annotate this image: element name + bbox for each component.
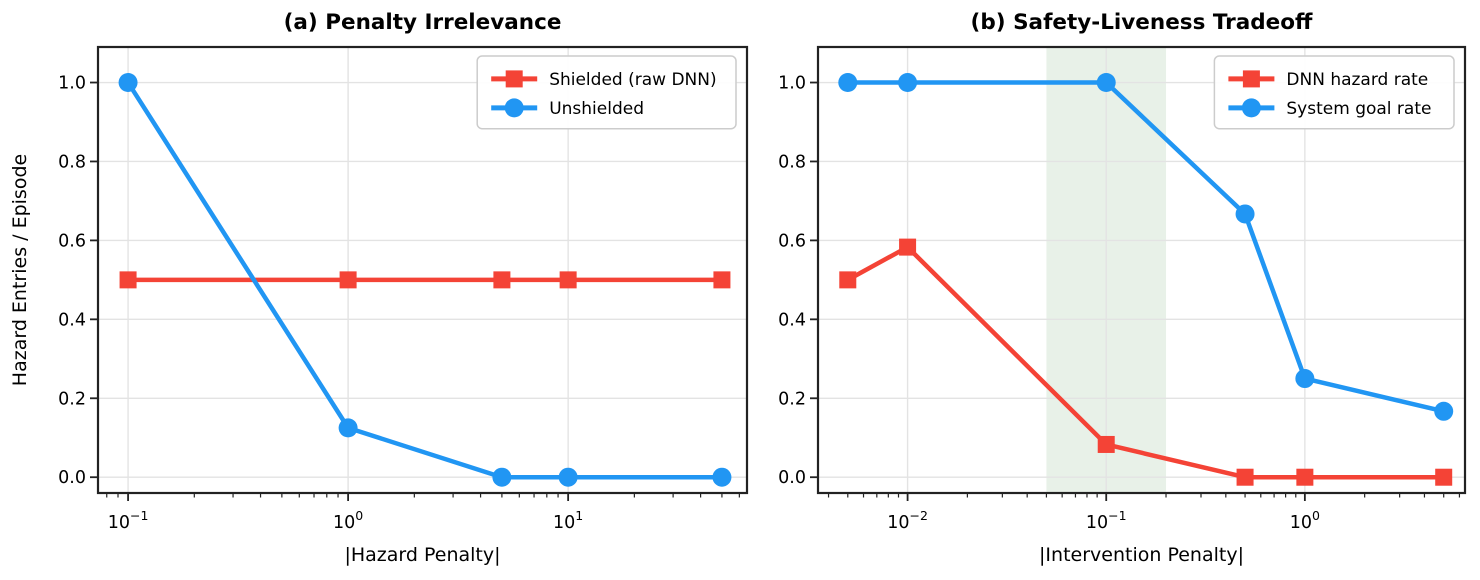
- y-tick-label: 0.0: [58, 468, 86, 488]
- y-tick-label: 1.0: [58, 74, 86, 94]
- x-tick-label: 10−2: [887, 508, 928, 533]
- series-markers-dnn-hazard-rate: [839, 238, 1453, 486]
- legend: DNN hazard rate System goal rate: [1213, 55, 1455, 130]
- data-point-marker: [838, 73, 858, 93]
- data-point-marker: [1097, 435, 1115, 453]
- legend: Shielded (raw DNN) Unshielded: [476, 55, 737, 130]
- legend-label: Shielded (raw DNN): [549, 70, 716, 90]
- data-point-marker: [898, 73, 918, 93]
- data-point-marker: [1434, 401, 1454, 421]
- y-tick-label: 0.8: [58, 152, 86, 172]
- legend-label: DNN hazard rate: [1286, 70, 1428, 90]
- legend-label: Unshielded: [549, 99, 644, 119]
- legend-marker: [1242, 70, 1260, 88]
- legend-box: [1213, 55, 1455, 130]
- data-point-marker: [558, 467, 578, 487]
- plot-frame: [816, 45, 1467, 495]
- x-axis-label: |Hazard Penalty|: [344, 544, 500, 566]
- data-point-marker: [712, 467, 732, 487]
- data-point-marker: [1295, 369, 1315, 389]
- data-point-marker: [119, 271, 137, 289]
- plot-frame: [96, 45, 749, 495]
- x-tick-label: 10−1: [108, 508, 149, 533]
- chart-penalty-irrelevance: 10−1 100 101 0.0 0.2 0.4 0.6 0.8 1.0 Shielded (ra…: [9, 10, 749, 566]
- chart-title: (b) Safety-Liveness Tradeoff: [971, 10, 1313, 35]
- chart-title: (a) Penalty Irrelevance: [284, 10, 562, 35]
- y-tick-label: 1.0: [778, 74, 806, 94]
- data-point-marker: [338, 418, 358, 438]
- y-tick-label: 0.6: [58, 231, 86, 251]
- series-markers-shielded-raw-dnn-: [119, 271, 731, 289]
- data-point-marker: [1236, 468, 1254, 486]
- data-point-marker: [118, 73, 138, 93]
- y-tick-label: 0.0: [778, 468, 806, 488]
- legend-box: [476, 55, 737, 130]
- y-tick-label: 0.4: [58, 310, 86, 330]
- x-axis-label: |Intervention Penalty|: [1039, 544, 1244, 566]
- data-point-marker: [559, 271, 577, 289]
- series-markers-system-goal-rate: [838, 73, 1454, 421]
- x-tick-label: 100: [333, 508, 363, 533]
- data-point-marker: [1435, 468, 1453, 486]
- x-tick-label: 100: [1290, 508, 1320, 533]
- data-point-marker: [492, 467, 512, 487]
- y-tick-label: 0.2: [58, 389, 86, 409]
- legend-marker: [1241, 98, 1261, 118]
- x-tick-label: 10−1: [1086, 508, 1127, 533]
- axis-ticks: [90, 81, 740, 501]
- series-line-dnn-hazard-rate: [845, 244, 1446, 480]
- y-tick-label: 0.2: [778, 389, 806, 409]
- legend-label: System goal rate: [1286, 99, 1431, 119]
- data-point-marker: [1096, 73, 1116, 93]
- data-point-marker: [1235, 204, 1255, 224]
- data-point-marker: [899, 238, 917, 256]
- y-tick-label: 0.6: [778, 231, 806, 251]
- data-point-marker: [839, 271, 857, 289]
- data-point-marker: [1296, 468, 1314, 486]
- x-tick-label: 101: [553, 508, 583, 533]
- series-line-system-goal-rate: [845, 80, 1446, 414]
- y-tick-label: 0.8: [778, 152, 806, 172]
- y-tick-label: 0.4: [778, 310, 806, 330]
- data-point-marker: [493, 271, 511, 289]
- legend-marker: [505, 70, 523, 88]
- chart-safety-liveness-tradeoff: 10−2 10−1 100 0.0 0.2 0.4 0.6 0.8 1.0 DNN hazard …: [778, 10, 1467, 566]
- y-axis-label: Hazard Entries / Episode: [9, 154, 31, 386]
- data-point-marker: [713, 271, 731, 289]
- data-point-marker: [339, 271, 357, 289]
- legend-marker: [504, 98, 524, 118]
- series-markers-unshielded: [118, 73, 732, 487]
